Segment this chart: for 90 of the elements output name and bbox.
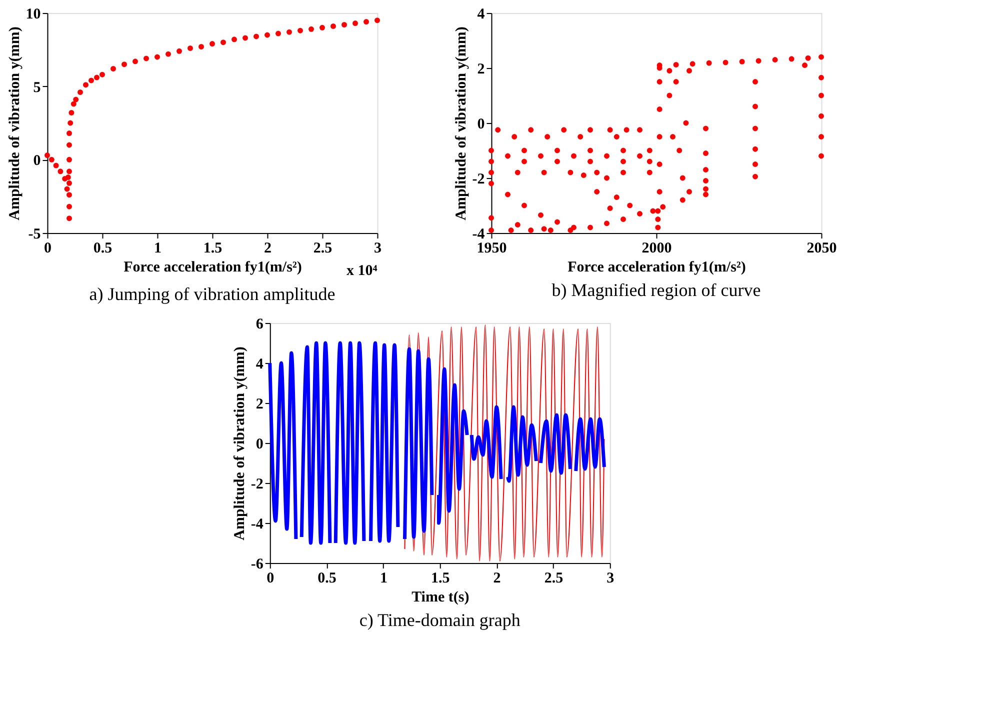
x-tick-label: 3	[374, 240, 382, 256]
text: c) Time-domain graph	[359, 610, 520, 630]
point	[320, 24, 325, 30]
point	[94, 74, 100, 80]
point	[220, 40, 226, 46]
point	[58, 168, 64, 174]
point	[276, 30, 281, 36]
point	[330, 23, 336, 29]
x-axis-title: Force acceleration fy1(m/s²)	[124, 260, 302, 276]
y-tick-label: -4	[472, 226, 486, 242]
x-tick-label: 2050	[806, 240, 837, 256]
point	[352, 20, 358, 26]
y-tick-label: -2	[250, 476, 264, 492]
point	[374, 18, 380, 24]
point	[132, 58, 138, 64]
point	[66, 216, 72, 222]
point	[88, 78, 94, 84]
y-tick-label: -2	[472, 172, 485, 188]
y-tick-label: 4	[477, 6, 486, 22]
y-tick-label: -4	[250, 516, 264, 532]
x-tick-label: 3	[606, 570, 614, 586]
point	[78, 89, 83, 95]
x-tick-label: 1950	[476, 240, 507, 256]
point	[68, 120, 74, 126]
point	[53, 162, 59, 168]
point	[100, 72, 105, 78]
y-tick-label: 6	[256, 316, 264, 332]
point	[242, 35, 248, 41]
point	[64, 186, 70, 192]
point	[44, 152, 50, 158]
x-tick-label: 2000	[642, 240, 672, 256]
point	[188, 45, 193, 51]
y-tick-label: -6	[250, 556, 264, 572]
text: x 10⁴	[346, 263, 378, 279]
point	[66, 204, 72, 210]
x-axis-title: Time t(s)	[412, 590, 470, 606]
x-tick-label: 2.5	[544, 570, 564, 586]
y-tick-label: 0	[477, 116, 485, 132]
point	[176, 48, 182, 54]
x-tick-label: 0.5	[318, 570, 336, 586]
point	[232, 36, 237, 42]
point	[166, 51, 171, 57]
point	[122, 62, 127, 68]
point	[286, 29, 292, 35]
x-tick-label: 1	[380, 570, 388, 586]
point	[48, 156, 54, 162]
point	[154, 54, 160, 60]
x-axis-title: Force acceleration fy1(m/s²)	[568, 260, 746, 276]
y-tick-label: 4	[256, 356, 264, 372]
y-tick-label: -5	[28, 226, 41, 242]
point	[66, 142, 72, 148]
y-tick-label: 2	[256, 396, 264, 412]
y-tick-label: 0	[256, 436, 264, 452]
point	[66, 168, 72, 174]
x-tick-label: 1.5	[203, 240, 222, 256]
x-tick-label: 2.5	[313, 240, 332, 256]
x-tick-label: 1	[154, 240, 162, 256]
point	[73, 96, 79, 102]
point	[83, 82, 88, 88]
point	[70, 101, 76, 107]
point	[264, 32, 270, 38]
x-tick-label: 0	[44, 240, 52, 256]
y-tick-label: 0	[33, 153, 41, 170]
text: b) Magnified region of curve	[552, 280, 761, 300]
point	[66, 180, 72, 186]
y-axis-title: Amplitude of vibration y(mm)	[453, 26, 470, 220]
point	[144, 56, 149, 62]
x-tick-label: 0	[266, 570, 274, 586]
point	[198, 44, 204, 50]
point	[68, 110, 74, 116]
point	[254, 34, 259, 40]
point	[66, 192, 72, 198]
point	[110, 66, 116, 72]
y-axis-title: Amplitude of vibration y(mm)	[232, 346, 248, 540]
point	[66, 130, 72, 136]
point	[298, 28, 303, 34]
point	[65, 174, 71, 180]
y-axis-title: Amplitude of vibration y(mm)	[6, 26, 23, 220]
text: a) Jumping of vibration amplitude	[89, 284, 336, 304]
point	[342, 22, 347, 28]
point	[364, 19, 369, 25]
y-tick-label: 10	[26, 6, 41, 22]
point	[308, 26, 314, 32]
y-tick-label: 2	[477, 62, 485, 78]
x-tick-label: 1.5	[431, 570, 450, 586]
x-tick-label: 0.5	[93, 240, 112, 256]
point	[210, 41, 215, 47]
point	[66, 156, 72, 162]
x-tick-label: 2	[493, 570, 501, 586]
y-tick-label: 5	[33, 80, 41, 96]
